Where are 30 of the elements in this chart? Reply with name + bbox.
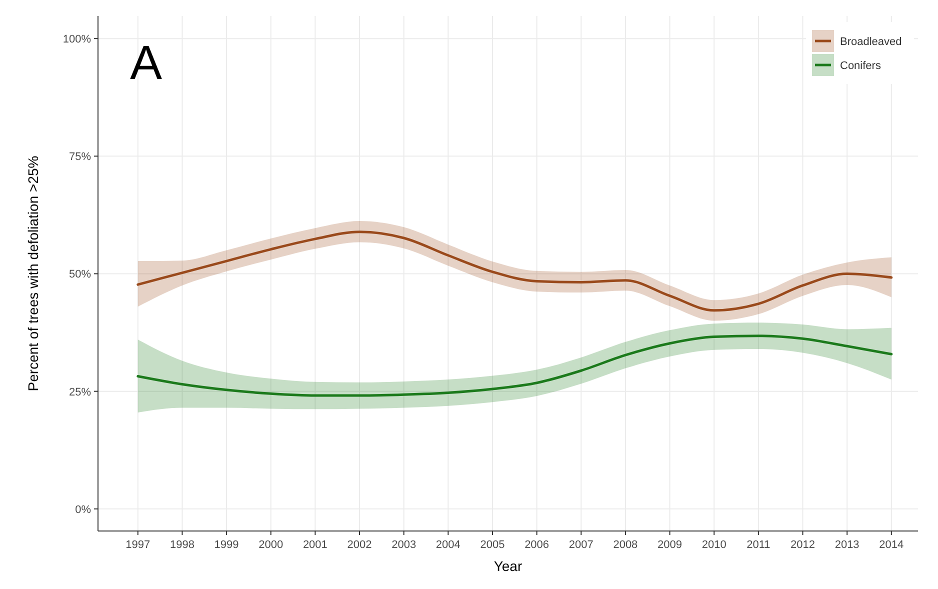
annotation: A [130, 37, 162, 90]
x-tick-label: 2009 [658, 539, 682, 551]
x-tick-label: 2014 [879, 539, 904, 551]
y-axis-title: Percent of trees with defoliation >25% [25, 156, 41, 392]
x-tick-label: 1998 [170, 539, 194, 551]
x-tick-label: 2005 [480, 539, 505, 551]
line-series [136, 334, 893, 397]
x-tick-label: 1999 [214, 539, 239, 551]
x-tick-label: 2010 [702, 539, 726, 551]
legend-label: Broadleaved [840, 36, 902, 48]
legend-label: Conifers [840, 60, 882, 72]
x-tick-label: 2004 [436, 539, 460, 551]
x-tick-label: 2008 [613, 539, 638, 551]
y-tick-label: 100% [62, 34, 92, 46]
x-tick-label: 2012 [790, 539, 815, 551]
x-tick-label: 2007 [568, 539, 594, 551]
y-tick-label: 75% [68, 151, 92, 164]
y-tick-label: 25% [68, 386, 92, 398]
y-tick-label: 50% [68, 268, 92, 281]
line-series [136, 230, 893, 312]
x-tick-label: 2013 [834, 539, 860, 551]
x-tick-label: 2011 [746, 539, 770, 551]
x-tick-label: 2002 [347, 539, 372, 551]
x-tick-label: 2003 [392, 539, 416, 551]
x-tick-label: 1997 [126, 539, 150, 551]
x-axis-title: Year [494, 558, 522, 574]
x-tick-label: 2006 [524, 539, 550, 551]
y-tick-label: 0% [75, 504, 92, 516]
x-tick-label: 2001 [302, 539, 328, 551]
x-tick-label: 2000 [258, 539, 284, 551]
